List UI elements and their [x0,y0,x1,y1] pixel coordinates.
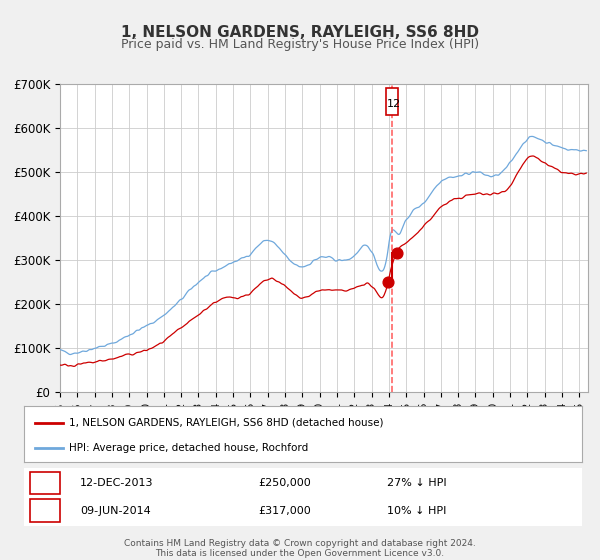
Bar [29,472,60,494]
Text: 09-JUN-2014: 09-JUN-2014 [80,506,151,516]
Text: 1: 1 [387,99,394,109]
Text: Price paid vs. HM Land Registry's House Price Index (HPI): Price paid vs. HM Land Registry's House … [121,38,479,51]
Text: 12-DEC-2013: 12-DEC-2013 [80,478,154,488]
Text: This data is licensed under the Open Government Licence v3.0.: This data is licensed under the Open Gov… [155,549,445,558]
Bar [386,88,398,115]
Text: 27% ↓ HPI: 27% ↓ HPI [387,478,446,488]
Text: £317,000: £317,000 [259,506,311,516]
Text: 1, NELSON GARDENS, RAYLEIGH, SS6 8HD (detached house): 1, NELSON GARDENS, RAYLEIGH, SS6 8HD (de… [68,418,383,428]
Text: £250,000: £250,000 [259,478,311,488]
Point [392,248,401,257]
Point [383,278,393,287]
Text: 1, NELSON GARDENS, RAYLEIGH, SS6 8HD: 1, NELSON GARDENS, RAYLEIGH, SS6 8HD [121,25,479,40]
Text: 10% ↓ HPI: 10% ↓ HPI [387,506,446,516]
Text: 2: 2 [392,99,400,109]
Text: HPI: Average price, detached house, Rochford: HPI: Average price, detached house, Roch… [68,443,308,453]
Text: Contains HM Land Registry data © Crown copyright and database right 2024.: Contains HM Land Registry data © Crown c… [124,539,476,548]
Text: 2: 2 [41,506,48,516]
Bar [29,500,60,522]
Text: 1: 1 [41,478,48,488]
